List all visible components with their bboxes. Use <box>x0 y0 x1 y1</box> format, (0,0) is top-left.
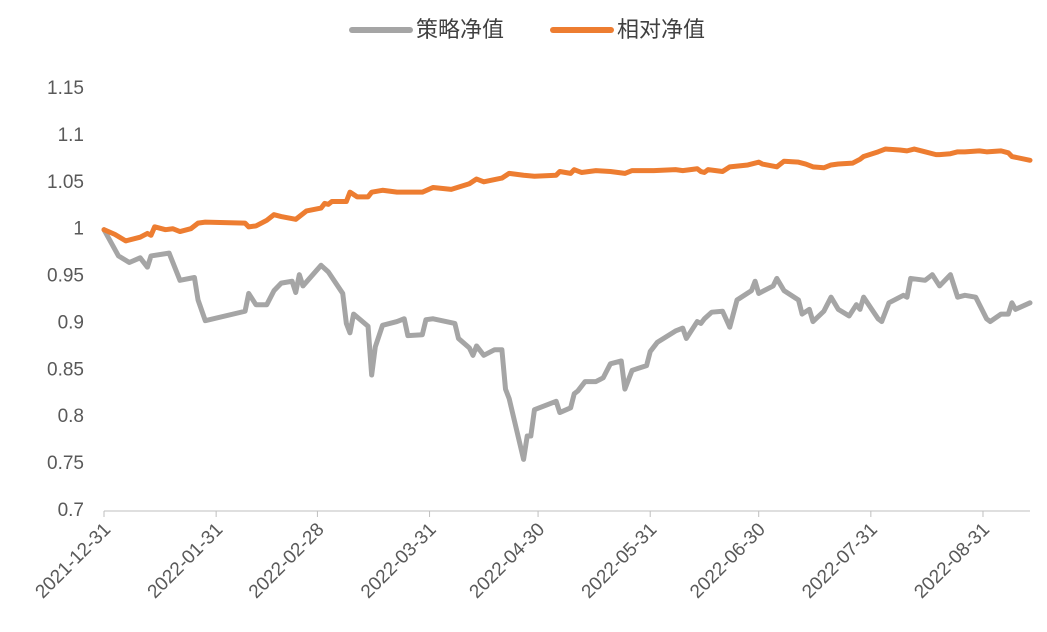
y-tick-label: 1.05 <box>47 172 84 193</box>
x-tick-label: 2022-03-31 <box>357 519 441 603</box>
y-tick-label: 0.95 <box>47 266 84 287</box>
x-tick-label: 2022-01-31 <box>144 519 228 603</box>
x-tick-label: 2021-12-31 <box>31 519 115 603</box>
y-tick-label: 1.1 <box>58 125 84 146</box>
legend-label: 相对净值 <box>617 17 705 42</box>
y-tick-label: 1.15 <box>47 78 84 99</box>
legend-label: 策略净值 <box>416 17 504 42</box>
y-tick-label: 0.7 <box>58 500 84 521</box>
x-tick-label: 2022-04-30 <box>466 519 550 603</box>
line-series <box>101 227 1033 462</box>
y-tick-label: 0.8 <box>58 406 84 427</box>
y-tick-label: 1 <box>73 219 84 240</box>
y-tick-label: 0.9 <box>58 312 84 333</box>
x-tick-label: 2022-08-31 <box>910 519 994 603</box>
y-tick-label: 0.85 <box>47 359 84 380</box>
x-tick-label: 2022-05-31 <box>578 519 662 603</box>
line-series <box>101 146 1033 244</box>
x-tick-label: 2022-02-28 <box>245 519 329 603</box>
x-tick-label: 2022-07-31 <box>798 519 882 603</box>
legend: 策略净值 相对净值 <box>349 17 705 42</box>
x-tick-label: 2022-06-30 <box>686 519 770 603</box>
y-tick-label: 0.75 <box>47 453 84 474</box>
